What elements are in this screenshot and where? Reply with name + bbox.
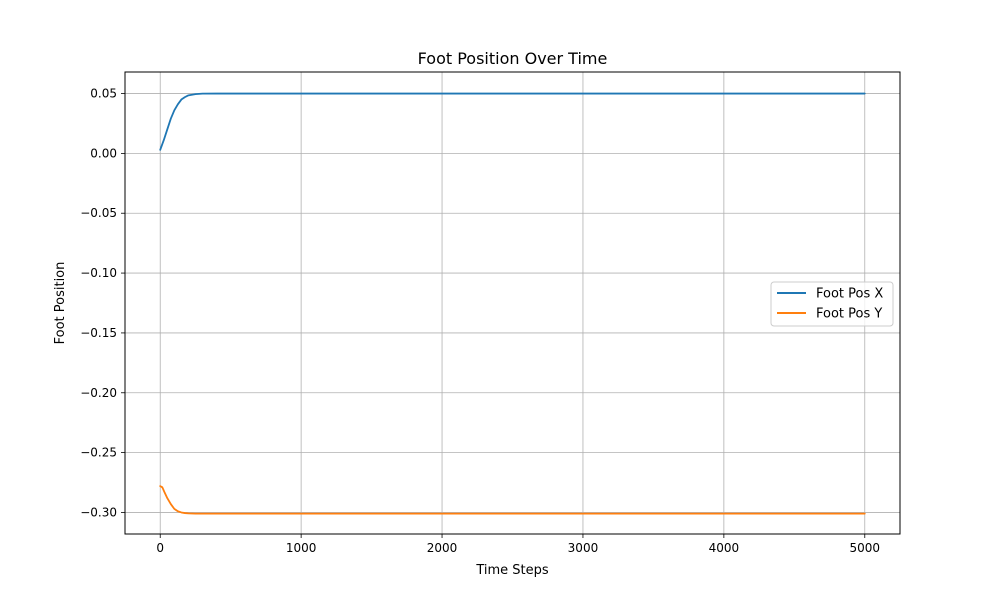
- legend-label-foot-pos-x: Foot Pos X: [816, 287, 883, 302]
- y-tick-label: −0.10: [80, 266, 117, 280]
- x-tick-label: 0: [156, 541, 164, 555]
- legend: Foot Pos X Foot Pos Y: [770, 281, 894, 327]
- x-axis-label: Time Steps: [475, 563, 549, 578]
- x-tick-label: 3000: [568, 541, 599, 555]
- grid-lines: [125, 72, 900, 534]
- x-tick-label: 5000: [849, 541, 880, 555]
- x-tick-label: 2000: [427, 541, 458, 555]
- y-tick-label: −0.20: [80, 386, 117, 400]
- x-tick-label: 4000: [709, 541, 740, 555]
- y-tick-label: −0.05: [80, 206, 117, 220]
- y-axis-label: Foot Position: [53, 262, 68, 345]
- y-tick-label: −0.25: [80, 446, 117, 460]
- series-lines: [159, 92, 866, 515]
- legend-label-foot-pos-y: Foot Pos Y: [816, 307, 882, 322]
- y-tick-label: 0.00: [90, 146, 117, 160]
- series-line-foot-pos-x: [159, 92, 866, 151]
- x-axis-ticks: 0 1000 2000 3000 4000 5000: [156, 534, 880, 555]
- chart-title: Foot Position Over Time: [418, 49, 608, 68]
- y-tick-label: 0.05: [90, 87, 117, 101]
- plot-frame: [124, 71, 901, 535]
- y-tick-label: −0.30: [80, 505, 117, 519]
- y-axis-ticks: 0.05 0.00 −0.05 −0.10 −0.15 −0.20 −0.25 −0.30: [80, 87, 125, 519]
- x-tick-label: 1000: [286, 541, 317, 555]
- series-line-foot-pos-y: [159, 485, 866, 515]
- y-tick-label: −0.15: [80, 326, 117, 340]
